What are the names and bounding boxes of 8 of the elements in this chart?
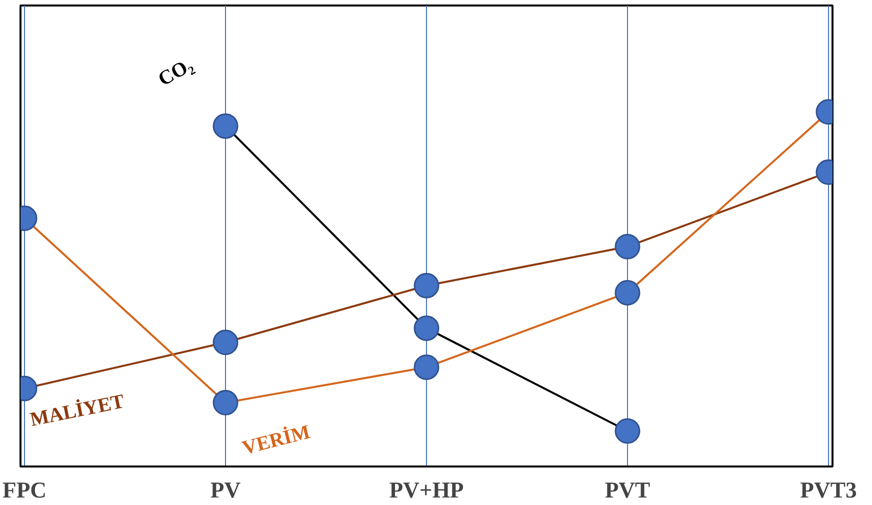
x-tick-label: PV xyxy=(210,478,242,502)
text: MALİYET xyxy=(28,389,127,432)
text: VERİM xyxy=(240,420,312,460)
x-tick-label: PVT xyxy=(604,478,650,502)
text: CO₂ xyxy=(154,54,197,91)
x-tick-label: PV+HP xyxy=(389,478,464,502)
x-tick-label: FPC xyxy=(2,478,47,502)
x-tick-label: PVT3 xyxy=(800,478,857,502)
